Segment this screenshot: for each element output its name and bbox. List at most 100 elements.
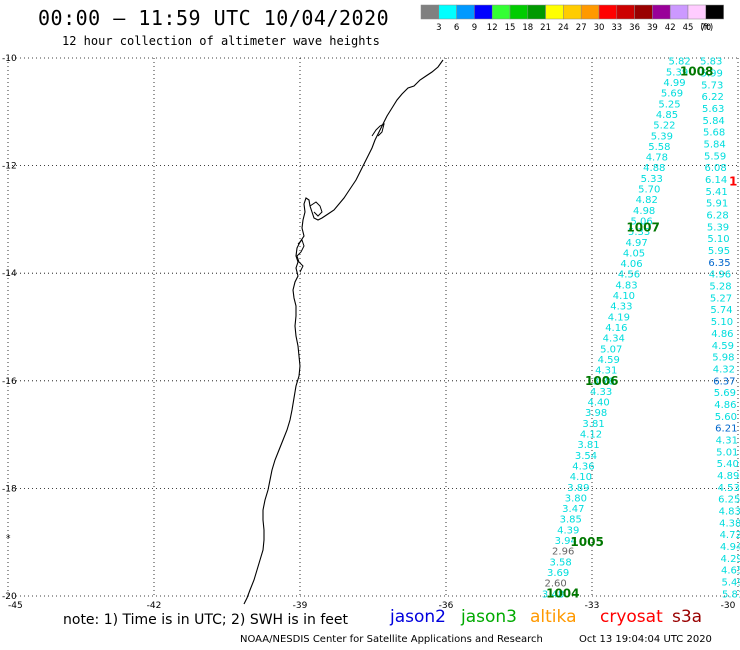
wave-height-value: 4.06 (620, 259, 642, 270)
legend-swatch (669, 4, 689, 20)
wave-height-value: 4.89 (717, 471, 739, 482)
credit-line: NOAA/NESDIS Center for Satellite Applica… (240, 634, 543, 645)
wave-height-value: 6.25 (718, 495, 740, 506)
wave-height-value: 5.25 (658, 99, 680, 110)
satellite-jason3: jason3 (461, 607, 517, 627)
legend-swatch (616, 4, 635, 20)
wave-height-value: 4.34 (603, 334, 625, 345)
wave-height-value: 4.40 (587, 398, 609, 409)
wave-height-value: 3.81 (577, 440, 599, 451)
legend-swatch (687, 4, 707, 20)
bay-inlet (371, 123, 385, 137)
wave-height-value: 2.96 (552, 547, 574, 558)
satellite-s3a: s3a (672, 607, 703, 627)
wave-height-value: 4.59 (598, 355, 620, 366)
wave-height-value: 5.33 (641, 174, 663, 185)
wave-height-value: 3.48 (542, 589, 564, 600)
wave-height-value: 6.21 (715, 424, 737, 435)
legend-tick-label: 42 (665, 23, 676, 33)
legend-tick-label: 36 (629, 23, 640, 33)
legend-swatch (438, 4, 457, 20)
wave-height-value: 5.39 (666, 67, 688, 78)
legend-swatch (545, 4, 564, 20)
wave-height-value: 4.96 (709, 270, 731, 281)
latitude-label: -18 (2, 484, 17, 494)
wave-height-value: 5.84 (704, 140, 726, 151)
wave-height-value: 5.59 (704, 151, 726, 162)
wave-height-value: 5.27 (710, 293, 732, 304)
wave-height-value: 3.54 (575, 451, 597, 462)
wave-height-value: 3.98 (585, 408, 607, 419)
generated-timestamp: Oct 13 19:04:04 UTC 2020 (579, 634, 712, 645)
wave-height-value: 4.83 (615, 280, 637, 291)
wave-height-value: 5.01 (716, 447, 738, 458)
wave-height-value: 4.86 (714, 400, 736, 411)
wave-height-value: 5.73 (701, 80, 723, 91)
legend-tick-label: 21 (540, 23, 551, 33)
legend-swatch (580, 4, 600, 20)
wave-height-value: 3.81 (582, 419, 604, 430)
wave-height-value: 5.07 (600, 344, 622, 355)
latitude-label: -20 (2, 592, 17, 602)
wave-height-value: 5.99 (701, 69, 723, 80)
edge-marks: * (6, 534, 11, 544)
wave-height-value: 4.10 (613, 291, 635, 302)
legend-tick-label: 18 (522, 23, 533, 33)
legend-swatch (509, 4, 529, 20)
longitude-label: -30 (721, 601, 736, 611)
wave-height-value: 5.91 (706, 199, 728, 210)
latitude-label: -10 (2, 54, 17, 64)
legend-tick-label: 12 (487, 23, 498, 33)
pressure-label: 1 (729, 175, 737, 189)
legend-tick-label: 30 (594, 23, 605, 33)
wave-height-value: 4.12 (580, 430, 602, 441)
latitude-label: -16 (2, 377, 17, 387)
latitude-label: -14 (2, 269, 17, 279)
wave-height-value: 4.59 (712, 341, 734, 352)
wave-height-value: 4.53 (718, 483, 740, 494)
wave-height-value: 5.69 (661, 89, 683, 100)
wave-height-value: 4.86 (711, 329, 733, 340)
pressure-label: 1008 (680, 64, 713, 78)
wave-height-value: 5.98 (712, 353, 734, 364)
wave-height-value: 4.65 (721, 566, 740, 577)
pressure-label: 1006 (585, 374, 618, 388)
wave-height-value: 4.36 (572, 461, 594, 472)
wave-height-value: 5.10 (707, 234, 729, 245)
wave-height-value: 3.47 (562, 504, 584, 515)
footer-note: note: 1) Time is in UTC; 2) SWH is in fe… (63, 612, 349, 628)
legend-tick-label: 39 (647, 23, 658, 33)
wave-height-value: 4.39 (557, 525, 579, 536)
satellite-altika: altika (530, 607, 577, 627)
wave-height-value: 5.33 (628, 227, 650, 238)
legend-swatch (474, 4, 493, 20)
pressure-label: 1004 (546, 586, 579, 600)
wave-height-value: 6.28 (706, 211, 728, 222)
wave-height-value: 5.63 (702, 104, 724, 115)
wave-height-value: 4.83 (719, 506, 740, 517)
wave-height-value: 3.69 (547, 568, 569, 579)
wave-height-value: 4.98 (633, 206, 655, 217)
wave-height-value: 5.58 (648, 142, 670, 153)
wave-height-value: 4.10 (570, 472, 592, 483)
wave-height-value: 3.94 (555, 536, 577, 547)
wave-height-value: 3.78 (593, 376, 615, 387)
wave-height-value: 5.41 (705, 187, 727, 198)
wave-height-value: 5.28 (709, 282, 731, 293)
satellite-cryosat: cryosat (600, 607, 663, 627)
wave-height-value: 5.06 (631, 216, 653, 227)
coastline (243, 59, 444, 605)
wave-height-value: 4.29 (721, 554, 740, 565)
track-b: 5.835.995.736.225.635.845.685.845.596.08… (700, 57, 740, 601)
wave-height-value: 6.14 (705, 175, 727, 186)
wave-height-value: 4.16 (605, 323, 627, 334)
wave-height-value: 6.37 (713, 376, 735, 387)
wave-height-value: 5.74 (710, 305, 732, 316)
legend-swatch (705, 4, 724, 20)
wave-height-value: 6.35 (708, 258, 730, 269)
wave-height-value: 5.68 (703, 128, 725, 139)
wave-height-value: 5.49 (722, 577, 740, 588)
legend-swatch (634, 4, 653, 20)
wave-height-value: 4.94 (720, 542, 740, 553)
pressure-label: 1005 (570, 535, 603, 549)
